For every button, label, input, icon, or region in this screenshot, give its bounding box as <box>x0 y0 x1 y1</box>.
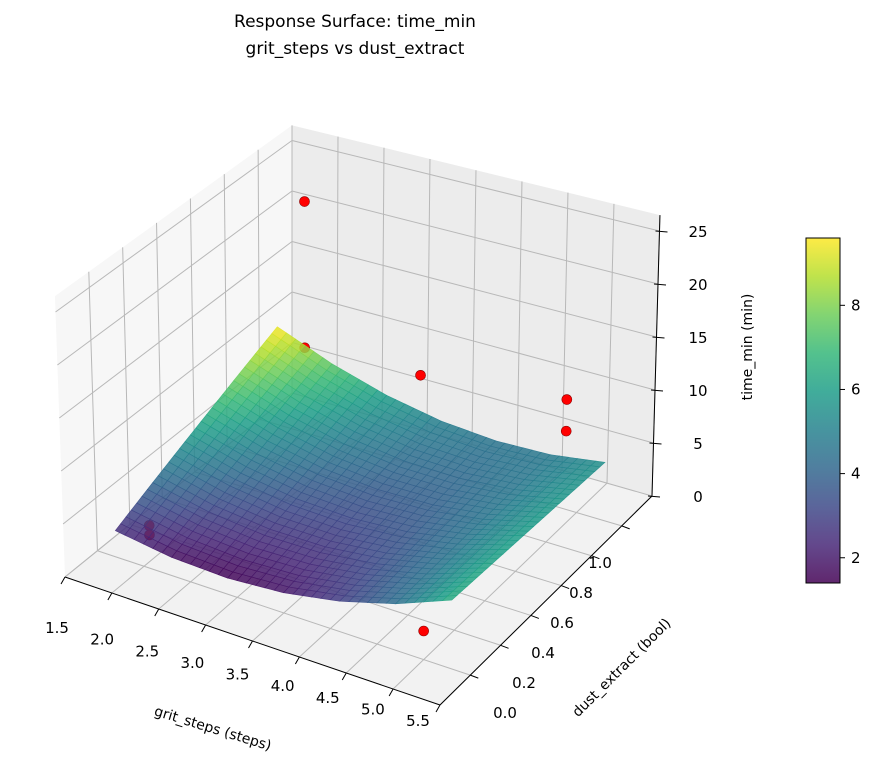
y-gridline <box>97 550 471 676</box>
x-tick <box>388 688 394 697</box>
x-tick <box>294 656 300 665</box>
y-axis-label: dust_extract (bool) <box>569 615 674 720</box>
x-tick-label: 1.5 <box>45 619 69 637</box>
x-axis-label: grit_steps (steps) <box>152 704 273 755</box>
x-gridline <box>392 482 608 690</box>
z-tick-label: 0 <box>693 488 703 506</box>
colorbar-tick-label: 2 <box>851 549 861 567</box>
colorbar-tick-label: 8 <box>851 296 861 314</box>
colorbar-tick-label: 4 <box>851 465 861 483</box>
z-tick <box>647 495 661 498</box>
x-tick <box>107 592 113 601</box>
y-tick-label: 0.4 <box>531 644 555 662</box>
z-gridline <box>291 291 656 391</box>
data-point <box>299 196 310 207</box>
z-gridline <box>291 140 660 232</box>
x-tick <box>248 640 253 649</box>
z-gridline <box>60 291 293 472</box>
chart-subtitle: grit_steps vs dust_extract <box>245 39 465 59</box>
y-tick-label: 0.0 <box>493 704 517 722</box>
x-gridline <box>606 203 615 484</box>
z-tick <box>650 389 664 392</box>
y-tick <box>500 644 509 649</box>
x-tick <box>154 608 160 617</box>
x-tick-label: 3.0 <box>180 654 204 672</box>
y-tick <box>621 525 630 530</box>
data-point <box>415 369 426 381</box>
x-tick-label: 4.0 <box>271 677 295 695</box>
x-gridline <box>516 181 523 458</box>
x-gridline <box>336 136 339 406</box>
z-tick-label: 15 <box>688 329 707 347</box>
z-axis-line <box>651 215 661 497</box>
x-gridline <box>381 147 385 419</box>
z-gridline <box>55 140 293 313</box>
data-point <box>418 625 429 637</box>
z-axis-label: time_min (min) <box>740 294 756 401</box>
data-point <box>560 425 572 437</box>
z-tick <box>652 336 665 339</box>
z-gridline <box>291 342 654 444</box>
chart-title: Response Surface: time_min <box>234 12 476 32</box>
colorbar-tick-label: 6 <box>851 380 861 398</box>
x-tick-label: 4.5 <box>316 689 340 707</box>
x-gridline <box>471 170 477 445</box>
z-gridline <box>291 190 659 285</box>
y-tick <box>470 674 479 679</box>
z-tick-label: 20 <box>688 276 707 294</box>
y-tick-label: 0.6 <box>550 614 574 632</box>
x-tick-label: 5.0 <box>361 700 385 718</box>
y-gridline <box>189 198 196 472</box>
z-gridline <box>291 241 657 338</box>
x-tick-label: 2.5 <box>135 642 159 660</box>
y-tick-label: 0.8 <box>569 584 593 602</box>
y-tick-label: 1.0 <box>588 554 612 572</box>
x-tick <box>435 704 441 713</box>
z-tick <box>649 442 662 445</box>
x-tick-label: 3.5 <box>226 666 250 684</box>
data-point <box>561 394 573 405</box>
y-tick <box>591 555 600 560</box>
surface-patch <box>441 595 458 602</box>
z-tick-label: 25 <box>688 223 707 241</box>
y-tick-label: 0.2 <box>512 674 536 692</box>
y-gridline <box>156 222 163 499</box>
y-tick <box>530 614 540 619</box>
x-gridline <box>426 159 431 432</box>
y-axis-line <box>439 495 653 706</box>
x-tick <box>60 576 66 585</box>
x-tick <box>341 672 347 681</box>
y-gridline <box>88 271 98 551</box>
z-tick-label: 5 <box>693 435 703 453</box>
x-tick-label: 2.0 <box>90 631 114 649</box>
x-tick <box>201 624 207 633</box>
left-pane <box>54 125 293 577</box>
x-tick-label: 5.5 <box>406 712 430 730</box>
x-gridline <box>561 192 569 471</box>
z-gridline <box>58 241 293 419</box>
z-tick-label: 10 <box>688 382 707 400</box>
z-tick <box>653 283 667 286</box>
y-gridline <box>122 247 131 525</box>
z-gridline <box>57 190 293 366</box>
z-tick <box>655 230 668 233</box>
y-tick <box>560 585 570 590</box>
colorbar <box>805 237 841 584</box>
